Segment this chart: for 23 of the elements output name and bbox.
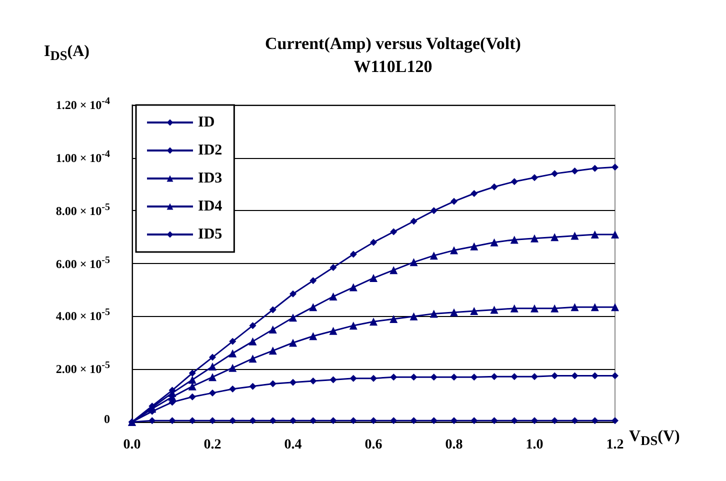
x-tick-label: 1.0: [526, 438, 544, 452]
y-tick-label: 1.00 × 10$^{-4}$: [56, 148, 110, 166]
legend-label: ID5: [198, 226, 222, 242]
x-tick-label: 0.2: [204, 438, 222, 452]
y-axis-title: I$_{DS}$(A): [44, 43, 90, 64]
y-tick-label: 1.20 × 10$^{-4}$: [56, 96, 110, 112]
legend-label: ID: [198, 114, 215, 130]
y-tick-label: 2.00 × 10$^{-5}$: [56, 360, 110, 376]
x-tick-label: 0.6: [364, 438, 382, 452]
chart-subtitle: W110L120: [354, 57, 432, 76]
legend-label: ID2: [198, 142, 222, 158]
y-tick-label: 8.00 × 10$^{-5}$: [56, 202, 110, 218]
x-tick-label: 0.4: [284, 438, 302, 452]
y-tick-label: 0: [104, 412, 110, 426]
legend-label: ID4: [198, 198, 223, 214]
legend-label: ID3: [198, 170, 222, 186]
x-tick-label: 0.0: [123, 438, 141, 452]
x-axis-title: V$_{DS}$(V): [629, 428, 680, 449]
y-tick-label: 6.00 × 10$^{-5}$: [56, 254, 110, 271]
x-tick-label: 0.8: [445, 438, 463, 452]
x-tick-label: 1.2: [606, 438, 624, 452]
chart-title: Current(Amp) versus Voltage(Volt): [265, 34, 521, 53]
y-tick-label: 4.00 × 10$^{-5}$: [56, 307, 110, 324]
